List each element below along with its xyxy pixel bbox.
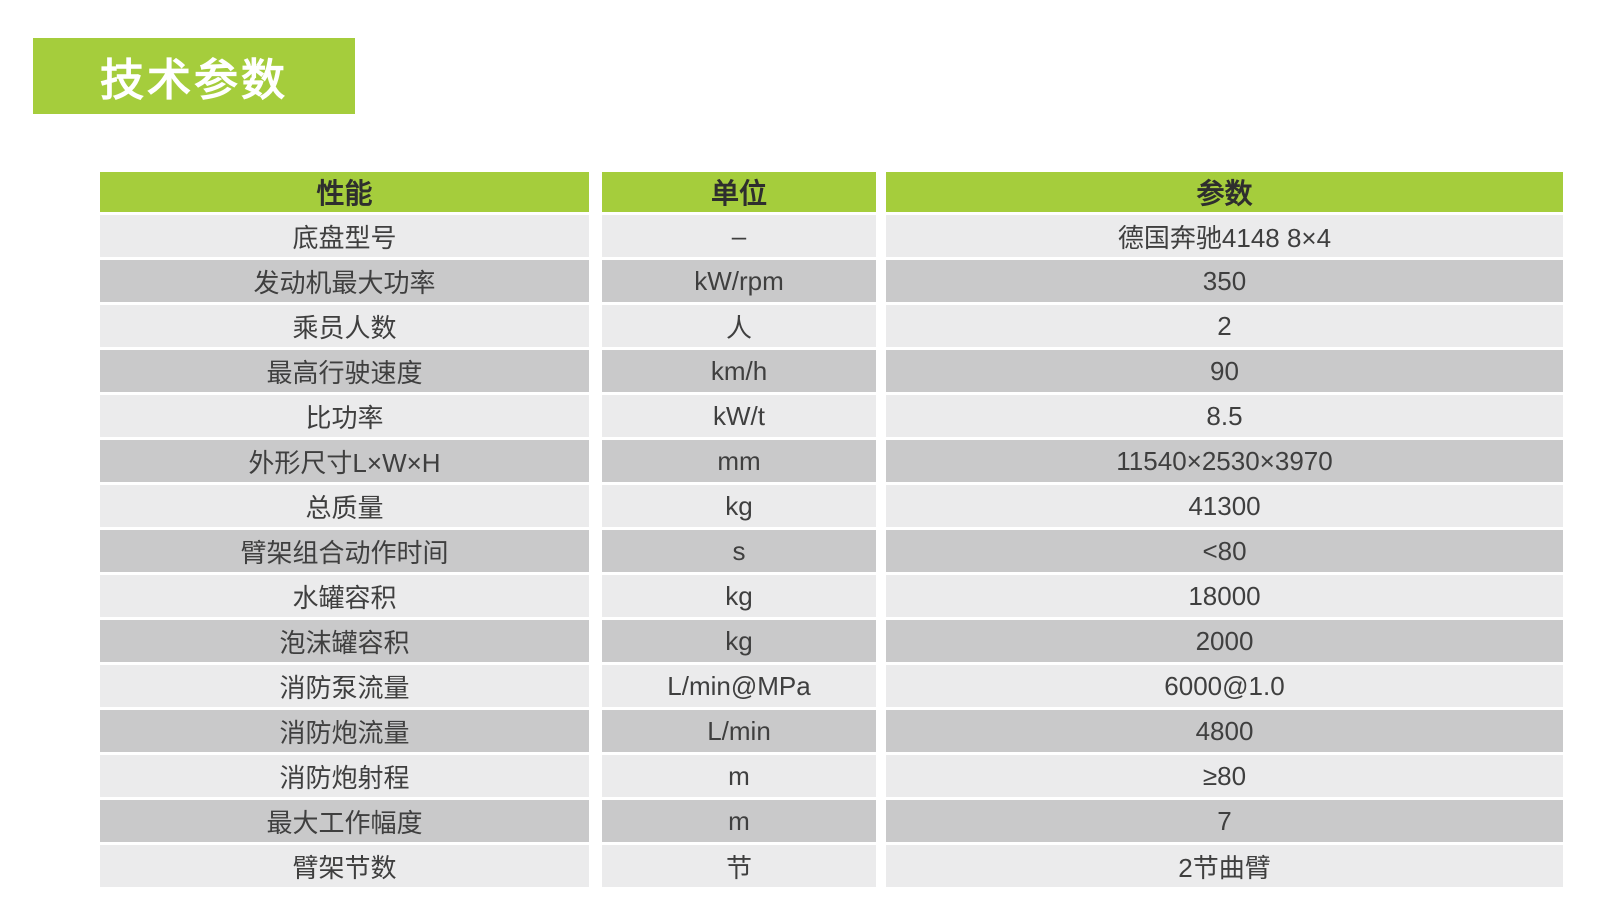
table-row: 臂架组合动作时间 s <80: [100, 530, 1563, 572]
performance-cell: 最大工作幅度: [100, 800, 589, 842]
performance-cell: 外形尺寸L×W×H: [100, 440, 589, 482]
table-row: 消防炮流量 L/min 4800: [100, 710, 1563, 752]
value-cell: 7: [886, 800, 1563, 842]
value-cell: 8.5: [886, 395, 1563, 437]
table-row: 臂架节数节 2节曲臂: [100, 845, 1563, 887]
table-row: 消防泵流量 L/min@MPa 6000@1.0: [100, 665, 1563, 707]
performance-cell: 底盘型号: [100, 215, 589, 257]
unit-cell: m: [602, 800, 876, 842]
table-row: 外形尺寸L×W×H mm 11540×2530×3970: [100, 440, 1563, 482]
table-row: 比功率 kW/t 8.5: [100, 395, 1563, 437]
performance-cell: 消防炮流量: [100, 710, 589, 752]
unit-cell: kg: [602, 485, 876, 527]
performance-cell: 泡沫罐容积: [100, 620, 589, 662]
performance-cell: 消防炮射程: [100, 755, 589, 797]
value-cell: 11540×2530×3970: [886, 440, 1563, 482]
table-row: 总质量 kg 41300: [100, 485, 1563, 527]
value-cell: 2000: [886, 620, 1563, 662]
table-row: 发动机最大功率 kW/rpm 350: [100, 260, 1563, 302]
unit-cell: km/h: [602, 350, 876, 392]
table-row: 底盘型号 – 德国奔驰4148 8×4: [100, 215, 1563, 257]
header-performance: 性能: [100, 172, 589, 212]
value-cell: 6000@1.0: [886, 665, 1563, 707]
table-row: 消防炮射程 m ≥80: [100, 755, 1563, 797]
value-cell: 350: [886, 260, 1563, 302]
performance-cell: 比功率: [100, 395, 589, 437]
table-header-row: 性能 单位 参数: [100, 172, 1563, 212]
value-cell: 90: [886, 350, 1563, 392]
value-cell: 2节曲臂: [886, 845, 1563, 887]
value-cell: ≥80: [886, 755, 1563, 797]
value-cell: 德国奔驰4148 8×4: [886, 215, 1563, 257]
performance-cell: 臂架组合动作时间: [100, 530, 589, 572]
unit-cell: kg: [602, 620, 876, 662]
table-row: 最大工作幅度 m 7: [100, 800, 1563, 842]
performance-cell: 发动机最大功率: [100, 260, 589, 302]
header-unit: 单位: [602, 172, 876, 212]
performance-cell: 总质量: [100, 485, 589, 527]
header-parameter: 参数: [886, 172, 1563, 212]
unit-cell: 人: [602, 305, 876, 347]
unit-cell: kW/rpm: [602, 260, 876, 302]
table-row: 水罐容积 kg 18000: [100, 575, 1563, 617]
value-cell: 41300: [886, 485, 1563, 527]
spec-table: 性能 单位 参数 底盘型号 – 德国奔驰4148 8×4 发动机最大功率 kW/rpm 3…: [100, 172, 1563, 890]
unit-cell: mm: [602, 440, 876, 482]
unit-cell: L/min@MPa: [602, 665, 876, 707]
performance-cell: 乘员人数: [100, 305, 589, 347]
performance-cell: 最高行驶速度: [100, 350, 589, 392]
spec-table-body: 底盘型号 – 德国奔驰4148 8×4 发动机最大功率 kW/rpm 350 乘员人数人 2 最…: [100, 215, 1563, 887]
unit-cell: –: [602, 215, 876, 257]
unit-cell: m: [602, 755, 876, 797]
performance-cell: 臂架节数: [100, 845, 589, 887]
value-cell: 18000: [886, 575, 1563, 617]
table-row: 泡沫罐容积 kg 2000: [100, 620, 1563, 662]
value-cell: 2: [886, 305, 1563, 347]
performance-cell: 消防泵流量: [100, 665, 589, 707]
table-row: 乘员人数人 2: [100, 305, 1563, 347]
value-cell: 4800: [886, 710, 1563, 752]
table-row: 最高行驶速度 km/h 90: [100, 350, 1563, 392]
value-cell: <80: [886, 530, 1563, 572]
unit-cell: s: [602, 530, 876, 572]
performance-cell: 水罐容积: [100, 575, 589, 617]
unit-cell: kg: [602, 575, 876, 617]
unit-cell: 节: [602, 845, 876, 887]
unit-cell: L/min: [602, 710, 876, 752]
page-title: 技术参数: [33, 38, 355, 114]
unit-cell: kW/t: [602, 395, 876, 437]
